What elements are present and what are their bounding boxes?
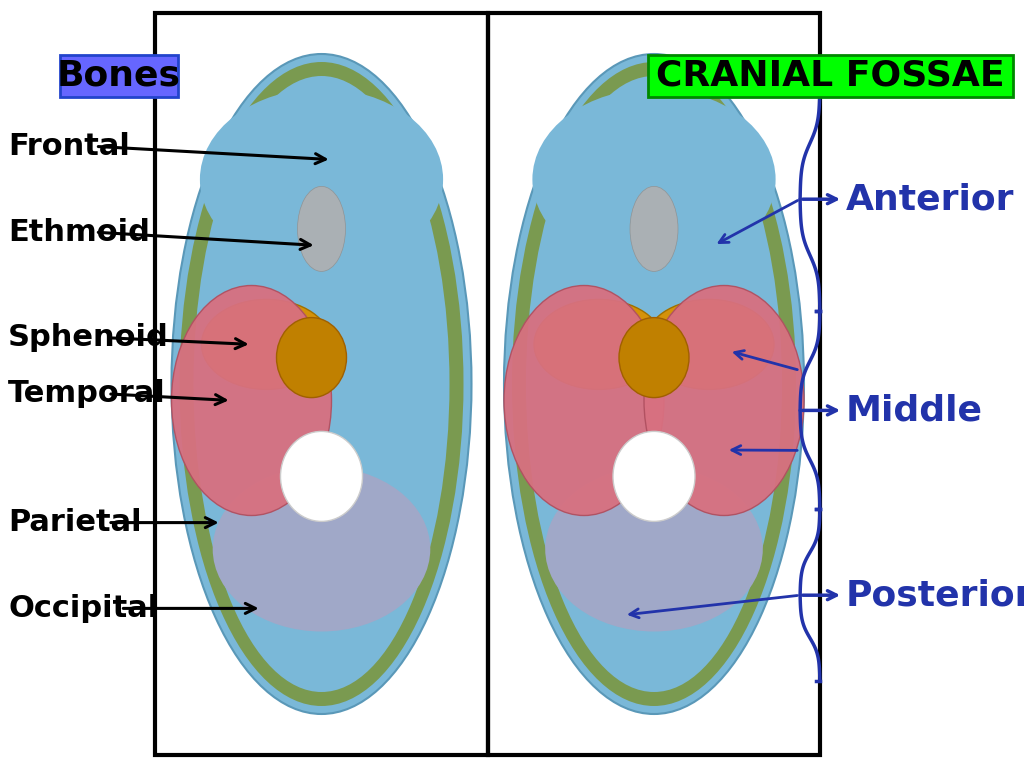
Ellipse shape <box>534 300 664 389</box>
Text: Posterior: Posterior <box>846 578 1024 612</box>
Ellipse shape <box>171 286 332 515</box>
Ellipse shape <box>202 300 332 389</box>
Ellipse shape <box>281 432 362 521</box>
Bar <box>648 55 1013 97</box>
Text: Sphenoid: Sphenoid <box>8 323 169 353</box>
Ellipse shape <box>532 88 775 270</box>
Ellipse shape <box>526 76 782 692</box>
Text: Frontal: Frontal <box>8 132 130 161</box>
Ellipse shape <box>512 62 796 706</box>
Bar <box>155 13 488 755</box>
Text: Temporal: Temporal <box>8 379 166 409</box>
Text: Bones: Bones <box>57 59 181 93</box>
Text: Occipital: Occipital <box>8 594 159 623</box>
Ellipse shape <box>630 187 678 271</box>
Ellipse shape <box>194 76 450 692</box>
Ellipse shape <box>644 300 774 389</box>
Ellipse shape <box>298 187 345 271</box>
Ellipse shape <box>213 466 430 631</box>
Text: Parietal: Parietal <box>8 508 141 537</box>
Text: Anterior: Anterior <box>846 182 1015 217</box>
Text: Middle: Middle <box>846 393 983 428</box>
Ellipse shape <box>644 286 804 515</box>
Ellipse shape <box>618 318 689 398</box>
Bar <box>488 13 820 755</box>
Ellipse shape <box>613 432 695 521</box>
Ellipse shape <box>200 88 443 270</box>
Ellipse shape <box>545 466 763 631</box>
Ellipse shape <box>171 54 471 714</box>
Bar <box>60 55 178 97</box>
Ellipse shape <box>504 286 664 515</box>
Text: Ethmoid: Ethmoid <box>8 217 150 247</box>
Ellipse shape <box>276 318 346 398</box>
Ellipse shape <box>504 54 804 714</box>
Text: CRANIAL FOSSAE: CRANIAL FOSSAE <box>656 59 1005 93</box>
Ellipse shape <box>179 62 464 706</box>
